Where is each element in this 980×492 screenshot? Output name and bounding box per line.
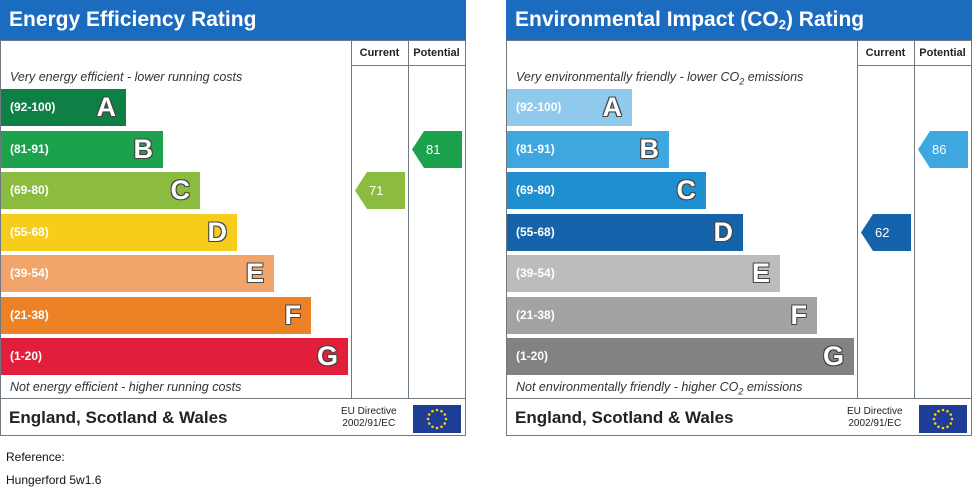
energy-potential-header: Potential xyxy=(413,47,460,59)
energy-directive-line1: EU Directive xyxy=(341,406,397,417)
reference-value: Hungerford 5w1.6 xyxy=(6,473,102,487)
energy-panel-title: Energy Efficiency Rating xyxy=(0,0,466,40)
band-letter-label: F xyxy=(790,299,808,330)
band-range-label: (55-68) xyxy=(516,224,555,239)
band-letter-label: B xyxy=(133,133,154,164)
rating-band-d: (55-68) D xyxy=(507,213,743,251)
eu-flag-icon xyxy=(413,405,461,433)
environment-title-pre: Environmental Impact (CO xyxy=(515,8,779,31)
rating-band-a: (92-100) A xyxy=(507,89,632,126)
energy-footer-rule xyxy=(1,398,465,399)
potential-rating-arrow: 86 xyxy=(918,130,968,168)
current-rating-value: 71 xyxy=(369,183,384,198)
environment-title-post: ) Rating xyxy=(785,8,865,31)
band-range-label: (39-54) xyxy=(516,266,555,280)
environment-bottom-caption: Not environmentally friendly - higher CO… xyxy=(516,380,802,397)
potential-rating-value: 81 xyxy=(426,141,441,157)
band-letter-label: A xyxy=(96,92,117,122)
environment-footer-country: England, Scotland & Wales xyxy=(515,408,734,427)
band-range-label: (81-91) xyxy=(10,141,49,156)
band-letter-label: E xyxy=(245,258,264,288)
energy-efficiency-panel: Energy Efficiency Rating Current Potenti… xyxy=(0,0,466,436)
energy-header-rule xyxy=(351,65,465,66)
energy-divider-potential xyxy=(408,41,409,398)
band-letter-label: F xyxy=(284,299,302,330)
energy-bottom-caption: Not energy efficient - higher running co… xyxy=(10,380,242,394)
energy-directive-line2: 2002/91/EC xyxy=(342,418,396,429)
rating-band-g: (1-20) G xyxy=(507,338,854,375)
band-letter-label: A xyxy=(602,92,623,122)
potential-rating-value: 86 xyxy=(932,141,947,157)
reference-label: Reference: xyxy=(6,450,65,464)
environment-panel-title: Environmental Impact (CO2) Rating xyxy=(506,0,972,40)
rating-band-e: (39-54) E xyxy=(507,255,780,292)
energy-directive: EU Directive 2002/91/EC xyxy=(341,406,397,430)
band-letter-label: E xyxy=(751,258,770,288)
environment-directive-line2: 2002/91/EC xyxy=(848,418,902,429)
band-range-label: (21-38) xyxy=(516,307,555,322)
energy-frame: Current Potential Very energy efficient … xyxy=(0,40,466,436)
rating-band-c: (69-80) C xyxy=(1,172,200,209)
rating-band-d: (55-68) D xyxy=(1,213,237,251)
environment-title-sub: 2 xyxy=(778,17,786,32)
environment-top-caption-sub: 2 xyxy=(739,76,745,87)
potential-rating-arrow: 81 xyxy=(412,130,462,168)
rating-band-f: (21-38) F xyxy=(507,296,817,334)
rating-band-b: (81-91) B xyxy=(1,130,163,168)
rating-band-a: (92-100) A xyxy=(1,89,126,126)
environment-directive: EU Directive 2002/91/EC xyxy=(847,406,903,430)
environment-top-caption-pre: Very environmentally friendly - lower CO xyxy=(516,70,740,84)
band-letter-label: D xyxy=(713,216,734,247)
environment-header-rule xyxy=(857,65,971,66)
band-range-label: (92-100) xyxy=(516,100,562,114)
rating-band-e: (39-54) E xyxy=(1,255,274,292)
energy-current-header: Current xyxy=(359,47,400,59)
environmental-impact-panel: Environmental Impact (CO2) Rating Curren… xyxy=(506,0,972,436)
current-rating-value: 62 xyxy=(875,224,890,240)
band-range-label: (1-20) xyxy=(10,349,43,363)
band-range-label: (92-100) xyxy=(10,100,56,114)
band-range-label: (55-68) xyxy=(10,224,49,239)
environment-footer-rule xyxy=(507,398,971,399)
environment-top-caption: Very environmentally friendly - lower CO… xyxy=(516,70,803,87)
environment-divider-current xyxy=(857,41,858,398)
band-letter-label: G xyxy=(822,341,844,371)
band-range-label: (69-80) xyxy=(516,183,555,197)
current-rating-arrow: 71 xyxy=(355,172,405,209)
energy-footer-country: England, Scotland & Wales xyxy=(9,408,228,427)
band-range-label: (39-54) xyxy=(10,266,49,280)
band-range-label: (21-38) xyxy=(10,307,49,322)
energy-divider-current xyxy=(351,41,352,398)
environment-divider-potential xyxy=(914,41,915,398)
environment-bottom-caption-pre: Not environmentally friendly - higher CO xyxy=(516,380,739,394)
band-letter-label: D xyxy=(207,216,228,247)
rating-band-c: (69-80) C xyxy=(507,172,706,209)
band-letter-label: C xyxy=(170,175,191,205)
band-letter-label: B xyxy=(639,133,660,164)
environment-directive-line1: EU Directive xyxy=(847,406,903,417)
environment-potential-header: Potential xyxy=(919,47,966,59)
environment-bottom-caption-sub: 2 xyxy=(738,386,744,397)
environment-bottom-caption-post: emissions xyxy=(743,380,803,394)
current-rating-arrow: 62 xyxy=(861,213,911,251)
rating-band-g: (1-20) G xyxy=(1,338,348,375)
band-range-label: (1-20) xyxy=(516,349,549,363)
environment-frame: Current Potential Very environmentally f… xyxy=(506,40,972,436)
environment-current-header: Current xyxy=(865,47,906,59)
band-range-label: (81-91) xyxy=(516,141,555,156)
band-letter-label: C xyxy=(676,175,697,205)
energy-top-caption: Very energy efficient - lower running co… xyxy=(10,70,243,84)
eu-flag-icon xyxy=(919,405,967,433)
environment-top-caption-post: emissions xyxy=(744,70,804,84)
energy-title-text: Energy Efficiency Rating xyxy=(9,8,257,31)
rating-band-f: (21-38) F xyxy=(1,296,311,334)
band-letter-label: G xyxy=(316,341,338,371)
band-range-label: (69-80) xyxy=(10,183,49,197)
rating-band-b: (81-91) B xyxy=(507,130,669,168)
